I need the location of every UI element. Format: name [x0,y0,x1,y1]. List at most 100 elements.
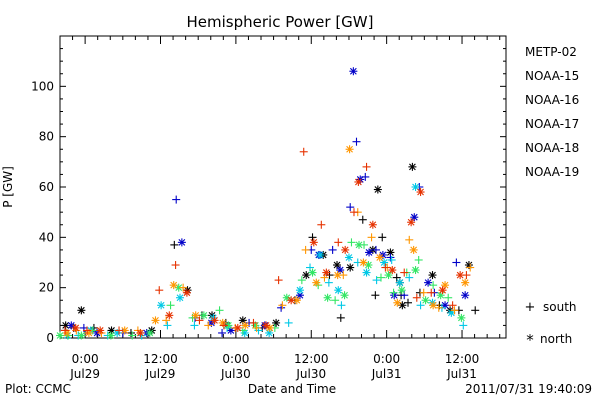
data-point [408,162,417,171]
data-point [414,255,423,264]
data-point [371,245,380,254]
data-point [169,281,178,290]
data-point [182,288,191,297]
data-point [287,296,296,305]
series-noaa-18 [62,145,475,337]
data-point [405,235,414,244]
data-point [155,286,164,295]
data-point [177,238,186,247]
data-point [448,301,457,310]
data-point [409,245,418,254]
data-point [96,326,105,335]
data-point [77,306,86,315]
data-point [56,331,64,340]
data-point [299,147,308,156]
data-point [249,318,258,327]
data-point [340,291,349,300]
data-point [284,318,293,327]
data-point [345,145,354,154]
y-tick-label: 20 [39,281,54,295]
data-point [376,273,385,282]
x-tick-date-label: Jul29 [69,367,100,381]
data-point [334,286,343,295]
data-point [341,245,350,254]
y-tick-label: 40 [39,230,54,244]
data-point [352,137,361,146]
x-tick-date-label: Jul30 [295,367,326,381]
data-point [163,321,172,330]
x-axis-label: Date and Time [248,382,336,396]
data-point [175,293,184,302]
data-point [308,268,317,277]
data-point [179,283,188,292]
data-point [204,321,213,330]
data-point [316,250,325,259]
data-point [434,303,443,312]
data-point [339,271,348,280]
data-point [128,331,137,340]
data-points [56,67,480,340]
data-point [309,238,318,247]
data-point [419,288,428,297]
data-point [388,266,397,275]
data-point [106,331,115,340]
data-point [302,271,311,280]
data-point [317,220,326,229]
legend-entry: NOAA-18 [525,141,579,155]
data-point [297,276,306,285]
data-point [301,245,310,254]
data-point [71,323,80,332]
x-tick-date-label: Jul29 [145,367,176,381]
data-point [427,288,436,297]
data-point [190,321,199,330]
data-point [381,263,390,272]
data-point [450,306,459,315]
chart-title: Hemispheric Power [GW] [187,13,374,31]
data-point [262,321,271,330]
data-point [404,298,413,307]
data-point [322,268,331,277]
data-point [384,271,393,280]
data-point [373,185,382,194]
data-point [215,306,224,315]
data-point [172,195,181,204]
data-point [241,321,250,330]
data-point [371,291,380,300]
data-point [115,326,124,335]
y-tick-label: 0 [46,331,54,345]
data-point [405,273,414,282]
data-point [170,240,179,249]
y-tick-label: 60 [39,180,54,194]
data-point [368,220,377,229]
data-point [400,268,409,277]
data-point [444,293,453,302]
data-point [272,318,281,327]
series-noaa-17 [56,238,466,340]
x-tick-time-label: 12:00 [143,352,178,366]
data-point [429,281,438,290]
data-point [361,172,370,181]
data-point [218,328,227,337]
data-point [171,261,180,270]
data-point [323,293,332,302]
data-point [471,306,480,315]
x-tick-time-label: 0:00 [373,352,400,366]
legend-entry: NOAA-15 [525,69,579,83]
data-point [166,301,175,310]
data-point [347,238,356,247]
data-point [387,255,396,264]
data-point [337,301,346,310]
x-tick-time-label: 0:00 [72,352,99,366]
data-point [416,188,425,197]
data-point [136,328,145,337]
data-point [308,233,317,242]
x-tick-date-label: Jul31 [446,367,477,381]
data-point [61,326,70,335]
data-point [365,248,374,257]
data-point [411,266,420,275]
data-point [461,291,470,300]
data-point [452,258,461,267]
plot-frame [59,35,507,339]
data-point [395,278,404,287]
data-point [346,203,355,212]
